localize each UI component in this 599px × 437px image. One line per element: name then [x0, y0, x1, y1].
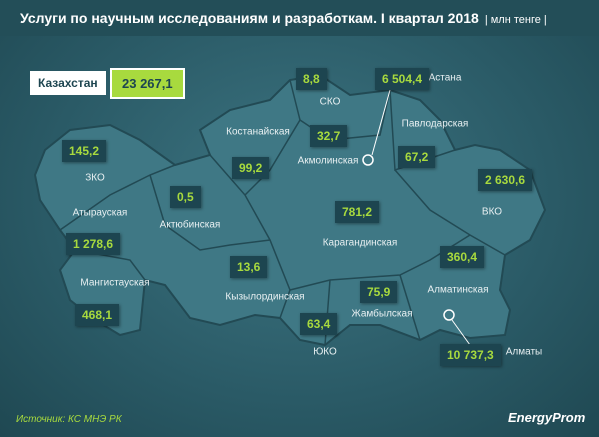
region-value: 360,4	[440, 246, 485, 268]
almaty-marker	[443, 309, 455, 321]
region-name: Костанайская	[226, 126, 290, 138]
region-name: Кызылординская	[225, 291, 305, 303]
country-shape	[33, 73, 547, 347]
region-name: Алматинская	[427, 284, 489, 296]
region-name: Алматы	[505, 346, 543, 358]
region-value: 8,8	[296, 68, 327, 90]
region-value: 13,6	[230, 256, 268, 278]
astana-marker	[362, 154, 374, 166]
region-name: ВКО	[481, 206, 503, 218]
region-value: 0,5	[170, 186, 201, 208]
title: Услуги по научным исследованиям и разраб…	[20, 10, 547, 26]
region-name: Мангистауская	[80, 277, 150, 289]
region-value: 781,2	[335, 201, 380, 223]
region-name: Актюбинская	[159, 219, 221, 231]
total-value: 23 267,1	[110, 68, 185, 99]
header: Услуги по научным исследованиям и разраб…	[0, 0, 599, 36]
unit: | млн тенге |	[484, 14, 547, 26]
region-value: 1 278,6	[66, 233, 121, 255]
region-value: 468,1	[75, 304, 120, 326]
region-name: ЮКО	[313, 346, 337, 358]
region-name: Астана	[428, 72, 462, 84]
region-name: Павлодарская	[401, 118, 469, 130]
region-value: 145,2	[62, 140, 107, 162]
region-value: 67,2	[398, 146, 436, 168]
title-text: Услуги по научным исследованиям и разраб…	[20, 10, 479, 26]
region-value: 10 737,3	[440, 344, 501, 366]
logo: EnergyProm	[508, 410, 586, 425]
region-value: 63,4	[300, 313, 338, 335]
region-value: 75,9	[360, 281, 398, 303]
region-name: Атырауская	[72, 207, 128, 219]
astana-pointer	[371, 89, 391, 156]
region-value: 6 504,4	[375, 68, 430, 90]
region-value: 2 630,6	[478, 169, 533, 191]
region-name: ЗКО	[85, 172, 105, 184]
almaty-pointer	[451, 319, 471, 346]
total-label: Казахстан	[30, 71, 106, 95]
source: Источник: КС МНЭ РК	[16, 414, 122, 425]
region-name: Акмолинская	[297, 155, 359, 167]
region-name: Карагандинская	[322, 237, 398, 249]
region-value: 99,2	[232, 157, 270, 179]
region-value: 32,7	[310, 125, 348, 147]
region-name: Жамбылская	[351, 308, 413, 320]
region-name: СКО	[319, 96, 341, 108]
